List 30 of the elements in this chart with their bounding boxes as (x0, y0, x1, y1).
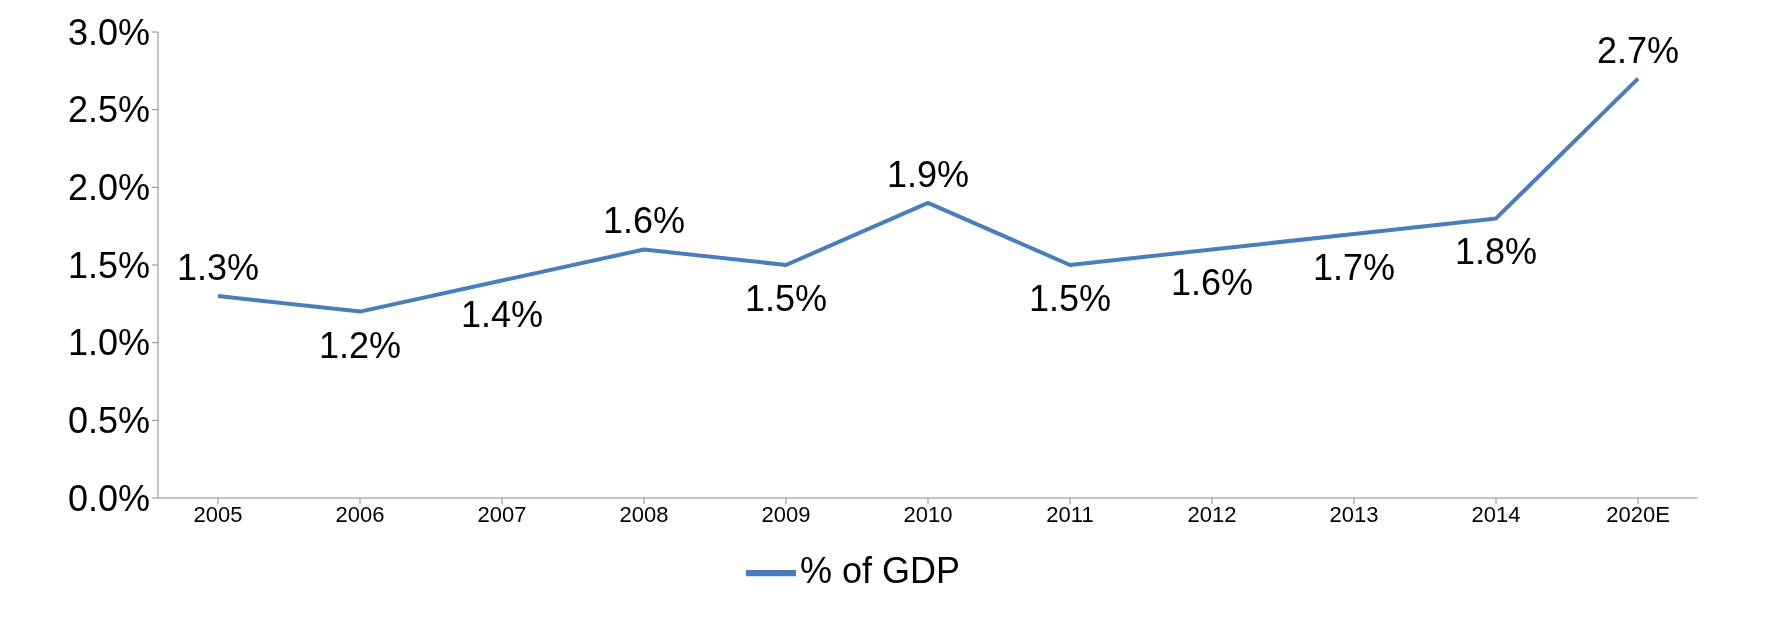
x-tick-label: 2010 (903, 501, 953, 527)
data-label: 1.3% (176, 247, 260, 289)
data-label: 1.4% (460, 293, 544, 335)
y-tick-label: 3.0% (67, 11, 150, 53)
x-tick-label: 2009 (761, 501, 811, 527)
data-label: 1.5% (1028, 278, 1112, 319)
y-tick-label: 1.5% (67, 244, 150, 286)
data-label: 1.2% (318, 324, 402, 366)
y-tick-label: 2.0% (67, 167, 150, 209)
y-tick-label: 2.5% (67, 89, 150, 131)
data-label: 1.6% (1170, 262, 1254, 304)
legend-label: % of GDP (799, 549, 961, 591)
data-label: 1.5% (744, 278, 828, 319)
y-tick-label: 1.0% (67, 322, 150, 364)
x-tick-label: 2011 (1046, 501, 1094, 527)
x-tick-label: 2012 (1187, 501, 1237, 527)
y-tick-label: 0.5% (67, 400, 150, 442)
x-tick-label: 2013 (1329, 501, 1379, 527)
x-tick-label: 2005 (193, 501, 243, 527)
x-tick-label: 2007 (477, 501, 527, 527)
data-label: 1.9% (886, 153, 970, 195)
y-tick-label: 0.0% (67, 477, 150, 519)
data-label: 1.6% (602, 200, 686, 242)
data-label: 1.8% (1454, 231, 1538, 273)
x-tick-label: 2020E (1606, 501, 1670, 527)
x-tick-label: 2006 (335, 501, 385, 527)
data-label: 2.7% (1596, 29, 1680, 71)
x-tick-label: 2014 (1471, 501, 1521, 527)
x-tick-label: 2008 (619, 501, 669, 527)
data-label: 1.7% (1312, 246, 1396, 288)
